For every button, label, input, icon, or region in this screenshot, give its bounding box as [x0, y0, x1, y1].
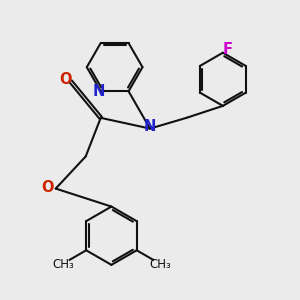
Text: O: O: [42, 180, 54, 195]
Text: F: F: [223, 42, 233, 57]
Text: N: N: [92, 84, 105, 99]
Text: CH₃: CH₃: [149, 258, 171, 271]
Text: O: O: [59, 72, 72, 87]
Text: CH₃: CH₃: [52, 258, 74, 271]
Text: N: N: [144, 119, 156, 134]
